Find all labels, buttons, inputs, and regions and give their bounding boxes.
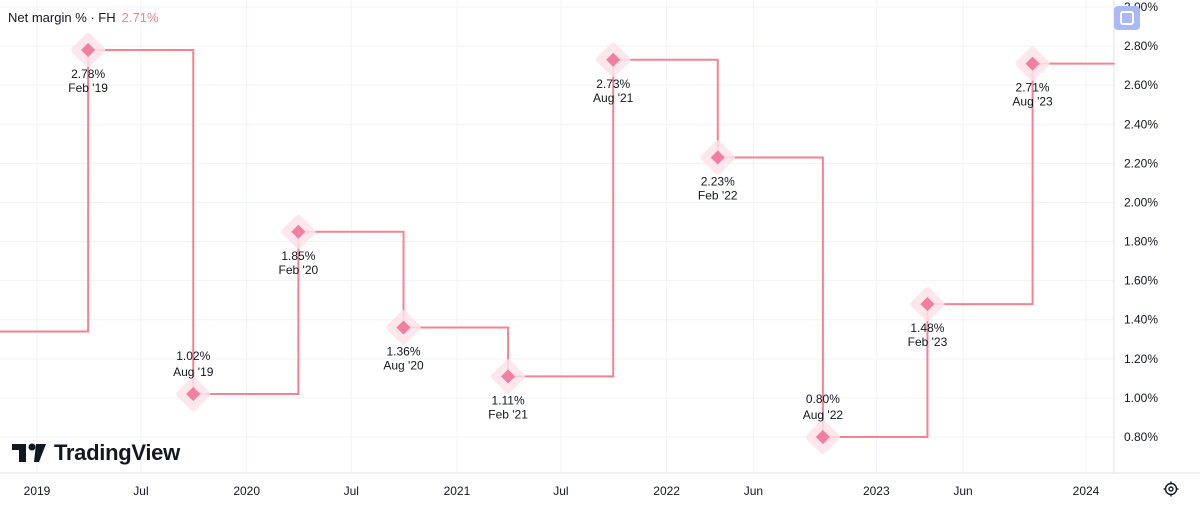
x-tick-label: 2019 [24,484,51,498]
data-label-date: Feb '20 [279,263,319,277]
y-tick-label: 1.60% [1124,274,1158,288]
data-label-date: Feb '21 [488,407,528,421]
data-label-value: 2.73% [596,77,630,91]
legend-series-label: Net margin % · FH [8,10,116,25]
brand-name: TradingView [54,440,180,465]
data-label-date: Aug '22 [803,408,844,422]
x-tick-label: 2020 [233,484,260,498]
y-tick-label: 1.80% [1124,235,1158,249]
data-label-value: 0.80% [806,392,840,406]
x-tick-label: Jul [553,484,568,498]
data-point [291,224,306,239]
x-tick-label: 2024 [1073,484,1100,498]
data-label-date: Aug '19 [173,365,214,379]
data-label-date: Aug '20 [383,359,424,373]
data-point [606,52,621,67]
data-point [396,320,411,335]
grid-lines [0,0,1114,473]
data-point [920,297,935,312]
data-label-value: 1.02% [176,349,210,363]
gear-icon [1163,481,1179,497]
y-tick-label: 2.40% [1124,117,1158,131]
data-label-date: Aug '21 [593,91,634,105]
axes: 0.80% 1.00% 1.20% 1.40% 1.60% 1.80% 2.00% 2.20%… [24,0,1159,498]
settings-button[interactable] [1162,480,1180,498]
data-point [501,369,516,384]
data-label-value: 1.11% [492,393,525,407]
x-tick-label: Jun [744,484,763,498]
data-label-value: 2.71% [1016,81,1050,95]
data-label-date: Feb '23 [908,335,948,349]
data-label-date: Feb '19 [68,81,108,95]
data-points: 2.78%Feb '19 1.02% Aug '19 1.85%Feb '20 1.36… [68,32,1053,455]
data-label-date: Aug '23 [1012,95,1053,109]
data-label-value: 1.36% [387,345,421,359]
data-label-value: 1.48% [910,321,944,335]
y-tick-label: 2.00% [1124,195,1158,209]
x-tick-label: Jul [133,484,148,498]
y-tick-label: 0.80% [1124,430,1158,444]
data-point [710,150,725,165]
data-point [815,429,830,445]
data-label-date: Feb '22 [698,189,738,203]
x-tick-label: 2023 [863,484,890,498]
x-tick-label: Jun [953,484,972,498]
series-line [0,49,1115,438]
y-tick-label: 2.80% [1124,39,1158,53]
x-tick-label: Jul [344,484,359,498]
data-label-value: 2.78% [71,67,105,81]
data-label-value: 2.23% [701,175,735,189]
data-label-value: 1.85% [281,249,315,263]
tradingview-logo[interactable]: TradingView [12,440,180,466]
legend: Net margin % · FH 2.71% [8,10,159,25]
legend-value: 2.71% [121,10,159,25]
y-tick-label: 2.20% [1124,156,1158,170]
fullscreen-button[interactable] [1114,6,1140,30]
y-tick-label: 1.40% [1124,313,1158,327]
x-tick-label: 2022 [653,484,680,498]
tradingview-logo-icon [12,443,46,462]
y-tick-label: 1.20% [1124,352,1158,366]
data-point [1025,56,1040,71]
fullscreen-icon [1120,11,1134,25]
data-point [186,386,201,402]
x-tick-label: 2021 [444,484,471,498]
y-tick-label: 2.60% [1124,78,1158,92]
y-tick-label: 1.00% [1124,391,1158,405]
